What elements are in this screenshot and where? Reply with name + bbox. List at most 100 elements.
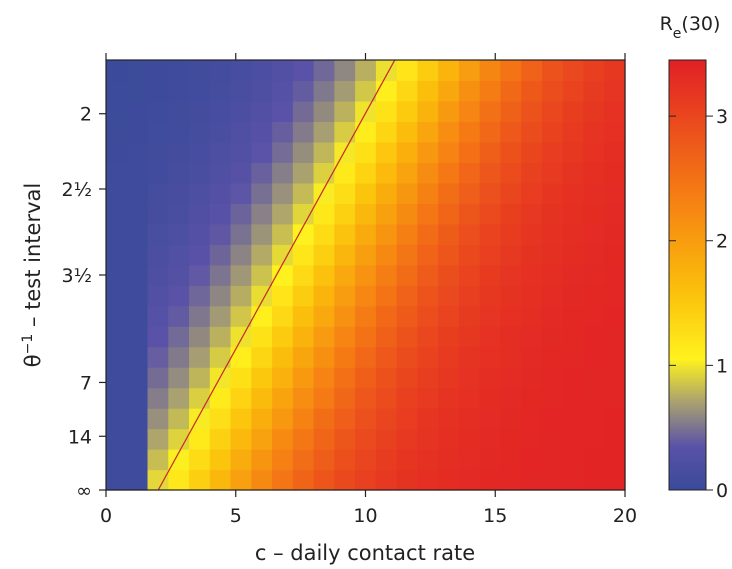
heatmap-cell: [251, 305, 273, 327]
heatmap-cell: [106, 428, 128, 450]
heatmap-cell: [562, 80, 585, 102]
heatmap-cell: [251, 264, 273, 286]
heatmap-cell: [334, 203, 356, 225]
heatmap-cell: [396, 367, 418, 389]
heatmap-cell: [583, 162, 605, 184]
heatmap-cell: [251, 326, 273, 348]
heatmap-cell: [355, 428, 377, 450]
heatmap-cell: [396, 141, 418, 163]
heatmap-cell: [479, 346, 502, 368]
heatmap-cell: [521, 367, 543, 389]
heatmap-cell: [313, 387, 335, 409]
heatmap-cell: [272, 387, 294, 409]
heatmap-cell: [189, 203, 211, 225]
heatmap-cell: [583, 449, 605, 471]
heatmap-cell: [541, 305, 564, 327]
heatmap-cell: [209, 100, 232, 123]
heatmap-cell: [521, 244, 543, 266]
heatmap-cell: [230, 141, 252, 163]
heatmap-cell: [500, 428, 522, 450]
heatmap-cell: [292, 387, 315, 409]
heatmap-cell: [438, 469, 460, 491]
heatmap-cell: [438, 326, 460, 348]
heatmap-cell: [126, 449, 149, 471]
heatmap-cell: [251, 244, 273, 266]
heatmap-cell: [209, 203, 232, 225]
heatmap-cell: [334, 285, 356, 307]
heatmap-cell: [272, 449, 294, 471]
heatmap-cell: [562, 469, 585, 491]
heatmap-cell: [313, 428, 335, 450]
heatmap-cell: [313, 408, 335, 430]
heatmap-cell: [106, 285, 128, 307]
heatmap-cell: [500, 449, 522, 471]
heatmap-cell: [168, 121, 190, 143]
heatmap-cell: [417, 203, 439, 225]
heatmap-cell: [604, 60, 626, 82]
heatmap-cell: [562, 305, 585, 327]
heatmap-cell: [500, 367, 522, 389]
heatmap-cell: [355, 223, 377, 245]
heatmap-cell: [396, 285, 418, 307]
heatmap-cell: [292, 264, 315, 286]
heatmap-cell: [521, 469, 543, 491]
heatmap-cell: [521, 80, 543, 102]
heatmap-cell: [438, 121, 460, 143]
heatmap-cell: [541, 326, 564, 348]
heatmap-cell: [313, 203, 335, 225]
heatmap-cell: [479, 121, 502, 143]
heatmap-cell: [458, 60, 481, 82]
heatmap-cell: [375, 305, 398, 327]
x-tick-label: 5: [230, 505, 242, 527]
heatmap-cell: [147, 203, 169, 225]
heatmap-cell: [168, 182, 190, 204]
heatmap-cell: [272, 408, 294, 430]
x-axis-ticks: 0 5 10 15 20: [100, 53, 637, 527]
heatmap-cell: [126, 80, 149, 102]
heatmap-cell: [209, 141, 232, 163]
heatmap-cell: [458, 469, 481, 491]
heatmap-cell: [147, 469, 169, 491]
heatmap-cell: [396, 428, 418, 450]
heatmap-cell: [147, 244, 169, 266]
heatmap-cell: [375, 449, 398, 471]
heatmap-cell: [334, 80, 356, 102]
heatmap-cell: [479, 162, 502, 184]
heatmap-cell: [521, 326, 543, 348]
heatmap-cell: [209, 182, 232, 204]
heatmap-cell: [106, 305, 128, 327]
heatmap-cell: [189, 60, 211, 82]
heatmap-cell: [417, 80, 439, 102]
heatmap-cell: [583, 264, 605, 286]
heatmap-cell: [500, 469, 522, 491]
heatmap-cell: [189, 100, 211, 123]
heatmap-cell: [355, 244, 377, 266]
heatmap-cell: [458, 203, 481, 225]
heatmap-cell: [375, 244, 398, 266]
heatmap-cell: [500, 305, 522, 327]
heatmap-cell: [458, 326, 481, 348]
heatmap-cell: [396, 326, 418, 348]
heatmap-cell: [355, 346, 377, 368]
heatmap-cell: [521, 305, 543, 327]
heatmap-cell: [292, 223, 315, 245]
colorbar-tick-label: 0: [716, 480, 728, 502]
heatmap-cell: [313, 244, 335, 266]
heatmap-cell: [189, 449, 211, 471]
heatmap-cell: [251, 449, 273, 471]
heatmap-cell: [438, 264, 460, 286]
heatmap-cell: [106, 346, 128, 368]
heatmap-cell: [500, 141, 522, 163]
heatmap-cell: [458, 80, 481, 102]
heatmap-cell: [230, 367, 252, 389]
heatmap-cell: [375, 326, 398, 348]
heatmap-cell: [189, 305, 211, 327]
heatmap-cell: [396, 387, 418, 409]
y-tick-label: 2½: [61, 179, 92, 201]
heatmap-cell: [479, 141, 502, 163]
heatmap-cell: [168, 428, 190, 450]
heatmap-cell: [500, 285, 522, 307]
heatmap-cell: [562, 60, 585, 82]
heatmap-cell: [292, 326, 315, 348]
